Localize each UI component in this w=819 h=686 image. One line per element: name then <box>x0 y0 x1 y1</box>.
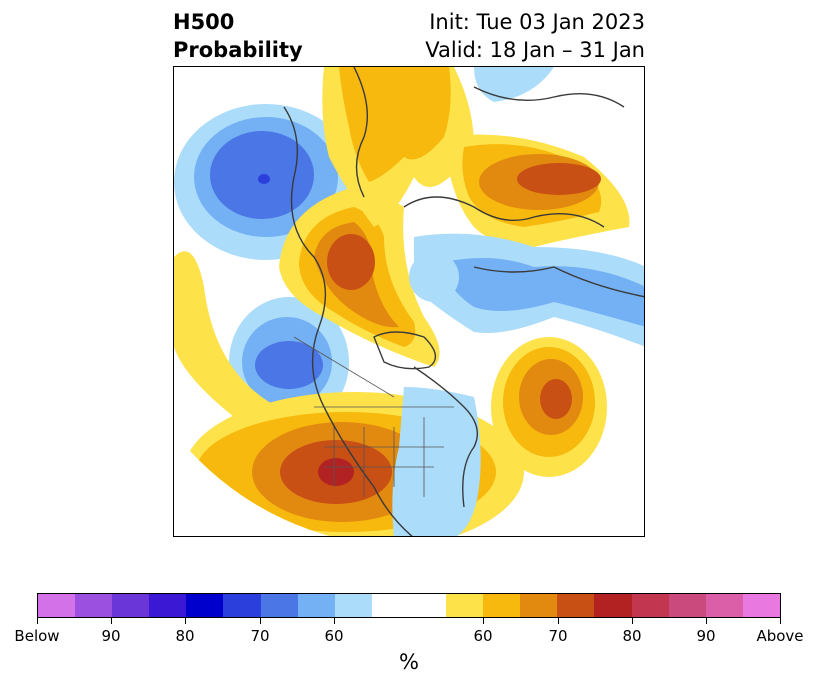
tick-label-below: Below <box>14 627 60 645</box>
tick-mark <box>483 618 484 624</box>
cb-above-6 <box>631 594 669 617</box>
tick-label-above: Above <box>756 627 804 645</box>
probability-map <box>173 66 645 537</box>
tick-mark <box>632 618 633 624</box>
map-canvas <box>174 67 644 536</box>
tick-label: 70 <box>548 627 568 645</box>
anomaly-siberian-high <box>444 134 630 247</box>
init-date: Init: Tue 03 Jan 2023 <box>429 10 645 34</box>
tick-mark <box>185 618 186 624</box>
anomaly-pacific-low <box>174 104 358 260</box>
tick-label: 60 <box>324 627 344 645</box>
tick-label: 80 <box>175 627 195 645</box>
political-borders <box>293 336 454 497</box>
anomaly-baffin-low <box>409 252 459 302</box>
cb-below-1 <box>38 594 76 617</box>
cb-above-2 <box>483 594 521 617</box>
tick-label: 90 <box>101 627 121 645</box>
cb-below-5 <box>186 594 224 617</box>
chart-title-right: Init: Tue 03 Jan 2023 Valid: 18 Jan – 31… <box>425 8 645 64</box>
cb-above-4 <box>557 594 595 617</box>
cb-below-3 <box>112 594 150 617</box>
cb-above-8 <box>705 594 743 617</box>
cb-neutral <box>371 594 447 617</box>
tick-label: 80 <box>622 627 642 645</box>
cb-above-3 <box>520 594 558 617</box>
cb-above-7 <box>668 594 706 617</box>
title-variable: H500 <box>173 10 235 34</box>
tick-label: 60 <box>473 627 493 645</box>
chart-title-left: H500 Probability <box>173 8 303 64</box>
anomaly-eastern-us-low <box>392 387 481 536</box>
tick-mark <box>111 618 112 624</box>
title-product: Probability <box>173 38 303 62</box>
anomaly-northeast-low <box>474 67 554 102</box>
cb-below-9 <box>334 594 372 617</box>
cb-below-2 <box>75 594 113 617</box>
colorbar-units: % <box>399 650 419 674</box>
anomaly-atlantic-high <box>491 337 607 477</box>
tick-mark <box>706 618 707 624</box>
cb-below-6 <box>223 594 261 617</box>
anomaly-arctic-high <box>279 187 440 367</box>
cb-below-7 <box>260 594 298 617</box>
valid-range: Valid: 18 Jan – 31 Jan <box>425 38 645 62</box>
tick-mark <box>334 618 335 624</box>
cb-above-9 <box>742 594 780 617</box>
coastlines <box>283 67 644 536</box>
tick-label: 90 <box>696 627 716 645</box>
anomaly-yellow-arc <box>174 251 364 449</box>
anomaly-eurasia-low <box>414 233 644 347</box>
colorbar <box>37 593 781 618</box>
tick-label: 70 <box>250 627 270 645</box>
tick-mark <box>37 618 38 624</box>
tick-mark <box>780 618 781 624</box>
cb-above-5 <box>594 594 632 617</box>
cb-above-1 <box>446 594 484 617</box>
cb-below-8 <box>297 594 335 617</box>
tick-mark <box>558 618 559 624</box>
cb-below-4 <box>149 594 187 617</box>
tick-mark <box>260 618 261 624</box>
